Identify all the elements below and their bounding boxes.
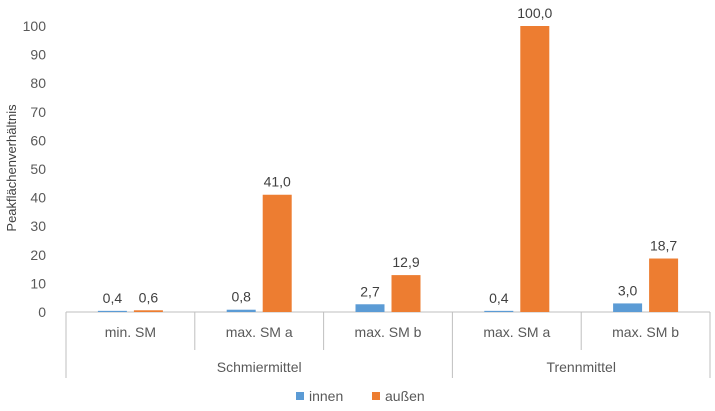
data-label: 2,7 (360, 283, 380, 299)
bar-auen-1 (262, 194, 292, 312)
data-label: 0,6 (139, 289, 159, 305)
data-label: 18,7 (650, 238, 677, 254)
y-tick-label: 70 (30, 104, 46, 120)
y-tick-label: 100 (23, 18, 47, 34)
category-label: max. SM a (483, 324, 550, 340)
y-tick-label: 50 (30, 161, 46, 177)
y-tick-label: 30 (30, 218, 46, 234)
category-label: max. SM a (226, 324, 293, 340)
category-label: max. SM b (612, 324, 679, 340)
data-label: 0,8 (231, 289, 251, 305)
category-label: max. SM b (355, 324, 422, 340)
y-tick-label: 10 (30, 275, 46, 291)
legend-swatch-0 (296, 392, 304, 400)
bar-auen-2 (391, 275, 421, 312)
y-axis-title: Peakflächenverhältnis (4, 104, 19, 232)
bar-innen-0 (97, 310, 127, 312)
data-label: 0,4 (489, 290, 509, 306)
y-tick-label: 0 (38, 304, 46, 320)
group-label: Trennmittel (546, 359, 616, 375)
y-tick-label: 60 (30, 132, 46, 148)
bar-innen-1 (226, 309, 256, 312)
category-label: min. SM (105, 324, 156, 340)
y-tick-label: 20 (30, 247, 46, 263)
bar-innen-3 (484, 310, 514, 312)
legend-label: außen (385, 388, 425, 404)
bar-innen-2 (355, 304, 385, 312)
y-tick-label: 40 (30, 190, 46, 206)
data-label: 100,0 (517, 5, 552, 21)
bar-auen-3 (520, 26, 550, 312)
bar-auen-0 (133, 310, 163, 312)
data-label: 0,4 (103, 290, 123, 306)
data-label: 3,0 (618, 282, 638, 298)
data-label: 41,0 (264, 174, 291, 190)
bar-auen-4 (649, 258, 679, 312)
data-label: 12,9 (392, 254, 419, 270)
y-tick-label: 80 (30, 75, 46, 91)
bar-innen-4 (613, 303, 643, 312)
legend-swatch-1 (372, 392, 380, 400)
y-tick-label: 90 (30, 47, 46, 63)
legend-label: innen (309, 388, 343, 404)
group-label: Schmiermittel (217, 359, 302, 375)
